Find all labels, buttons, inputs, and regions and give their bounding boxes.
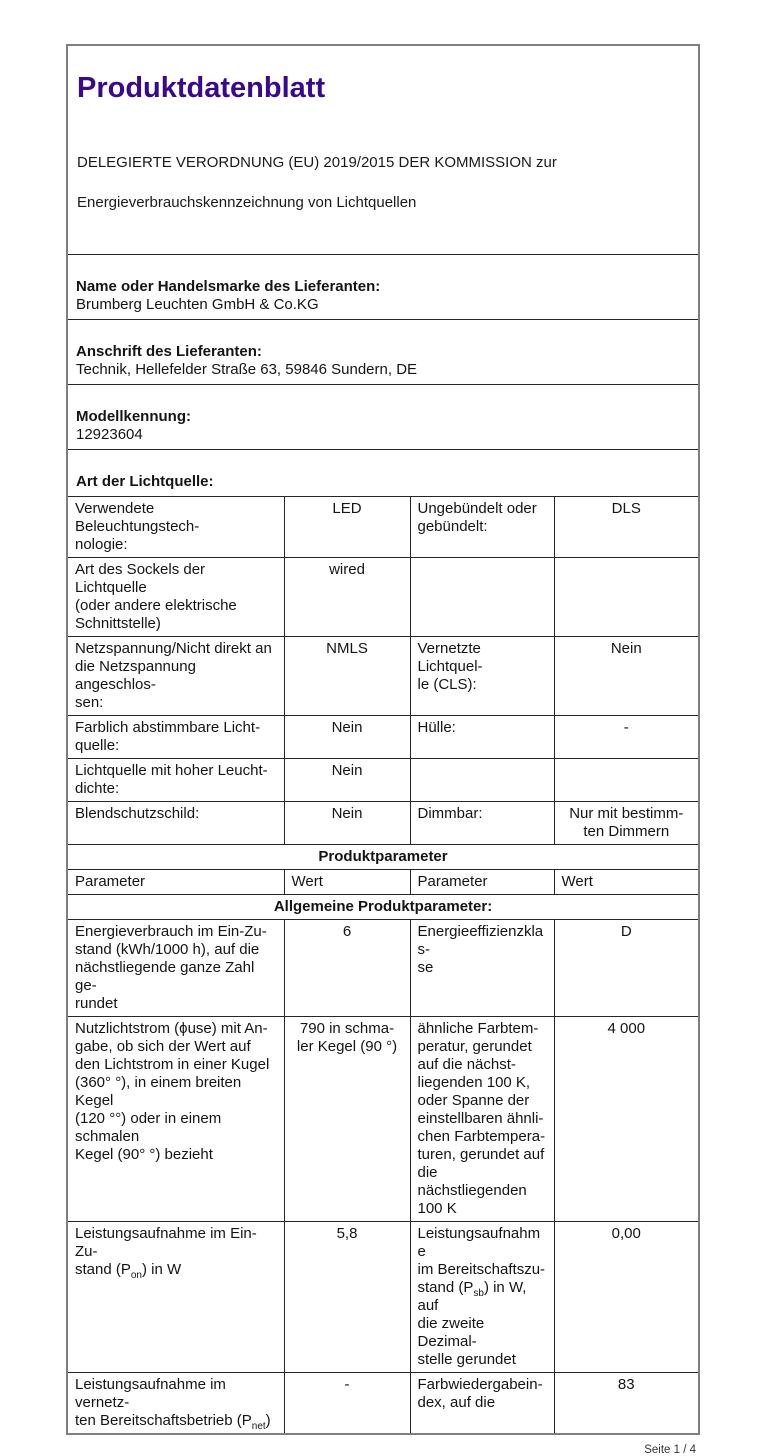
supplier-name-label: Name oder Handelsmarke des Lieferanten: <box>76 278 381 295</box>
section-title: Produktparameter <box>66 844 700 870</box>
value-cell: 790 in schma- ler Kegel (90 °) <box>283 1016 411 1222</box>
table-row: Art des Sockels der Lichtquelle (oder an… <box>66 557 700 637</box>
parameter-cell: Art des Sockels der Lichtquelle (oder an… <box>66 557 285 637</box>
value-cell <box>553 557 700 637</box>
table-row: Energieverbrauch im Ein-Zu- stand (kWh/1… <box>66 919 700 1017</box>
supplier-address-cell: Anschrift des Lieferanten: Technik, Hell… <box>66 319 700 385</box>
value-cell: - <box>283 1372 411 1435</box>
page-indicator: Seite 1 / 4 <box>644 1444 696 1456</box>
table-row: Leistungsaufnahme im vernetz- ten Bereit… <box>66 1372 700 1435</box>
column-header: Wert <box>553 869 700 895</box>
supplier-name-value: Brumberg Leuchten GmbH & Co.KG <box>76 296 319 313</box>
value-cell: 83 <box>553 1372 700 1435</box>
column-header: Parameter <box>409 869 555 895</box>
parameter-cell: Leistungsaufnahme im Bereitschaftszu- st… <box>409 1221 555 1373</box>
subsection-header-row: Allgemeine Produktparameter: <box>66 894 700 920</box>
value-cell: Nein <box>283 715 411 759</box>
model-id-cell: Modellkennung: 12923604 <box>66 384 700 450</box>
parameter-cell: Lichtquelle mit hoher Leucht- dichte: <box>66 758 285 802</box>
table-row: Verwendete Beleuchtungstech- nologie: LE… <box>66 496 700 558</box>
datasheet-page: Produktdatenblatt DELEGIERTE VERORDNUNG … <box>66 44 701 1456</box>
column-header: Parameter <box>66 869 285 895</box>
value-cell: wired <box>283 557 411 637</box>
parameter-cell: Ungebündelt oder gebündelt: <box>409 496 555 558</box>
supplier-address-value: Technik, Hellefelder Straße 63, 59846 Su… <box>76 361 418 378</box>
parameter-cell <box>409 557 555 637</box>
value-cell: Nein <box>283 758 411 802</box>
header-cell: Produktdatenblatt DELEGIERTE VERORDNUNG … <box>66 44 700 255</box>
column-header: Wert <box>283 869 411 895</box>
subsection-title: Allgemeine Produktparameter: <box>66 894 700 920</box>
model-id-value: 12923604 <box>76 426 143 443</box>
table-row: Blendschutzschild: Nein Dimmbar: Nur mit… <box>66 801 700 845</box>
parameter-cell: Leistungsaufnahme im vernetz- ten Bereit… <box>66 1372 285 1435</box>
supplier-name-cell: Name oder Handelsmarke des Lieferanten: … <box>66 254 700 320</box>
parameter-cell: Blendschutzschild: <box>66 801 285 845</box>
model-id-row: Modellkennung: 12923604 <box>66 384 700 450</box>
value-cell: 6 <box>283 919 411 1017</box>
parameter-cell: Dimmbar: <box>409 801 555 845</box>
parameter-cell: Energieeffizienzklas- se <box>409 919 555 1017</box>
model-id-label: Modellkennung: <box>76 408 191 425</box>
header-row: Produktdatenblatt DELEGIERTE VERORDNUNG … <box>66 44 700 255</box>
value-cell: NMLS <box>283 636 411 716</box>
table-row: Leistungsaufnahme im Ein-Zu- stand (Pon)… <box>66 1221 700 1373</box>
parameter-cell: ähnliche Farbtem- peratur, gerundet auf … <box>409 1016 555 1222</box>
value-cell: LED <box>283 496 411 558</box>
value-cell: 0,00 <box>553 1221 700 1373</box>
light-source-type-row: Art der Lichtquelle: <box>66 449 700 497</box>
parameter-cell: Leistungsaufnahme im Ein-Zu- stand (Pon)… <box>66 1221 285 1373</box>
parameter-cell: Farbwiedergabein- dex, auf die <box>409 1372 555 1435</box>
subtitle-line-1: DELEGIERTE VERORDNUNG (EU) 2019/2015 DER… <box>77 154 557 171</box>
parameter-cell: Verwendete Beleuchtungstech- nologie: <box>66 496 285 558</box>
subtitle-line-2: Energieverbrauchskennzeichnung von Licht… <box>77 194 417 211</box>
parameter-cell: Hülle: <box>409 715 555 759</box>
section-header-row: Produktparameter <box>66 844 700 870</box>
light-source-type-label: Art der Lichtquelle: <box>76 473 214 490</box>
parameter-cell: Nutzlichtstrom (ϕuse) mit An- gabe, ob s… <box>66 1016 285 1222</box>
value-cell: - <box>553 715 700 759</box>
regulation-subtitle: DELEGIERTE VERORDNUNG (EU) 2019/2015 DER… <box>77 134 689 232</box>
parameter-cell: Farblich abstimmbare Licht- quelle: <box>66 715 285 759</box>
value-cell: Nur mit bestimm- ten Dimmern <box>553 801 700 845</box>
table-row: Nutzlichtstrom (ϕuse) mit An- gabe, ob s… <box>66 1016 700 1222</box>
page-title: Produktdatenblatt <box>77 72 326 104</box>
table-row: Farblich abstimmbare Licht- quelle: Nein… <box>66 715 700 759</box>
column-header-row: Parameter Wert Parameter Wert <box>66 869 700 895</box>
parameter-cell: Vernetzte Lichtquel- le (CLS): <box>409 636 555 716</box>
parameter-cell <box>409 758 555 802</box>
parameter-cell: Netzspannung/Nicht direkt an die Netzspa… <box>66 636 285 716</box>
supplier-address-row: Anschrift des Lieferanten: Technik, Hell… <box>66 319 700 385</box>
value-cell: Nein <box>283 801 411 845</box>
supplier-name-row: Name oder Handelsmarke des Lieferanten: … <box>66 254 700 320</box>
value-cell: 4 000 <box>553 1016 700 1222</box>
value-cell: D <box>553 919 700 1017</box>
table-row: Lichtquelle mit hoher Leucht- dichte: Ne… <box>66 758 700 802</box>
datasheet-table: Produktdatenblatt DELEGIERTE VERORDNUNG … <box>66 44 701 1435</box>
table-row: Netzspannung/Nicht direkt an die Netzspa… <box>66 636 700 716</box>
value-cell: DLS <box>553 496 700 558</box>
supplier-address-label: Anschrift des Lieferanten: <box>76 343 262 360</box>
light-source-type-cell: Art der Lichtquelle: <box>66 449 700 497</box>
value-cell: 5,8 <box>283 1221 411 1373</box>
value-cell <box>553 758 700 802</box>
value-cell: Nein <box>553 636 700 716</box>
parameter-cell: Energieverbrauch im Ein-Zu- stand (kWh/1… <box>66 919 285 1017</box>
